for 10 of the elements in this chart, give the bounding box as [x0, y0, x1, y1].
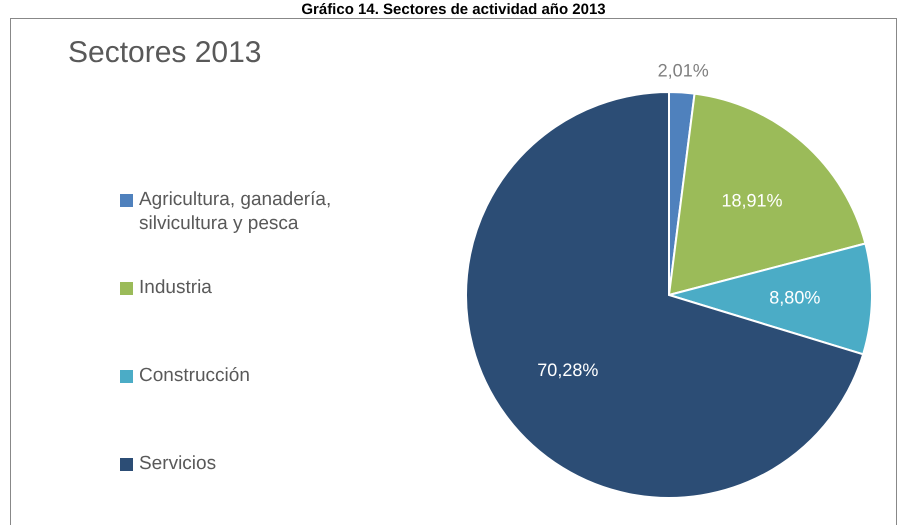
data-label: 18,91% [721, 190, 783, 210]
data-label: 2,01% [658, 60, 709, 80]
chart-title: Gráfico 14. Sectores de actividad año 2013 [300, 1, 607, 18]
chart-subtitle: Sectores 2013 [68, 36, 262, 70]
legend-label: Agricultura, ganadería, silvicultura y pesca [139, 188, 332, 236]
legend-label: Industria [139, 276, 212, 300]
data-label: 8,80% [769, 288, 820, 308]
legend-label: Construcción [139, 364, 250, 388]
data-label: 70,28% [537, 360, 598, 380]
legend-label: Servicios [139, 452, 216, 476]
